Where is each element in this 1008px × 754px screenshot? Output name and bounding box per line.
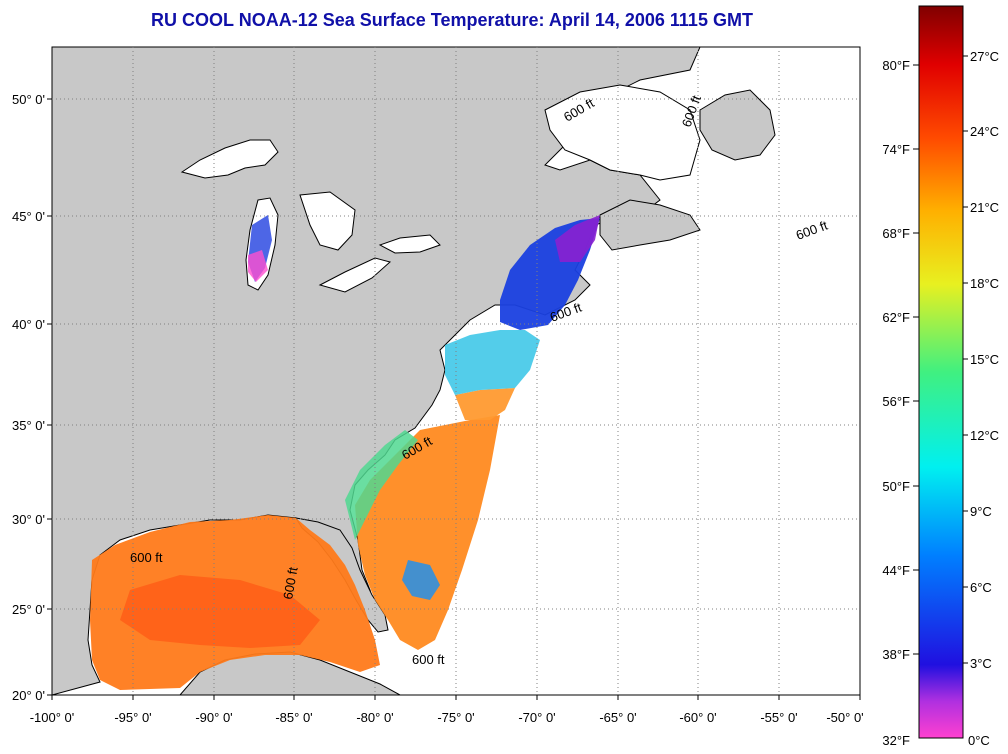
lon-tick-label: -90° 0' — [195, 710, 232, 725]
colorbar-c-label: 6°C — [970, 580, 992, 595]
lake-superior — [180, 139, 279, 179]
lake-ontario — [378, 234, 441, 254]
sst-midatlantic — [455, 388, 515, 420]
sst-shelf-green — [345, 430, 418, 540]
lon-tick-label: -65° 0' — [599, 710, 636, 725]
colorbar-f-label: 62°F — [882, 310, 910, 325]
colorbar-c-label: 18°C — [970, 276, 999, 291]
colorbar-f-label: 80°F — [882, 58, 910, 73]
contour-label: 600 ft — [130, 550, 163, 565]
colorbar-c-label: 27°C — [970, 49, 999, 64]
lon-tick-label: -95° 0' — [114, 710, 151, 725]
lon-tick-label: -100° 0' — [30, 710, 75, 725]
colorbar-f-label: 44°F — [882, 563, 910, 578]
lat-tick-label: 35° 0' — [12, 418, 45, 433]
colorbar-f-label: 68°F — [882, 226, 910, 241]
lat-tick-label: 40° 0' — [12, 317, 45, 332]
colorbar-c-label: 15°C — [970, 352, 999, 367]
colorbar-c-label: 12°C — [970, 428, 999, 443]
colorbar-f-label: 50°F — [882, 479, 910, 494]
colorbar-f-label: 38°F — [882, 647, 910, 662]
lat-tick-label: 20° 0' — [12, 688, 45, 703]
colorbar-f-label: 74°F — [882, 142, 910, 157]
map-title: RU COOL NOAA-12 Sea Surface Temperature:… — [151, 10, 753, 30]
colorbar-c-label: 3°C — [970, 656, 992, 671]
lake-erie — [318, 257, 392, 293]
lon-tick-label: -50° 0' — [826, 710, 863, 725]
colorbar-c-label: 21°C — [970, 200, 999, 215]
lake-huron — [299, 191, 356, 251]
colorbar-c-label: 0°C — [968, 733, 990, 748]
sst-gulf-warm-core — [120, 575, 320, 648]
colorbar-celsius-ticks — [963, 55, 968, 664]
contour-label: 600 ft — [412, 652, 445, 667]
land-nova-scotia — [599, 199, 701, 251]
lat-tick-label: 30° 0' — [12, 512, 45, 527]
land-newfoundland — [699, 89, 776, 161]
lon-tick-label: -55° 0' — [760, 710, 797, 725]
sst-lake-michigan-magenta — [248, 250, 268, 282]
sst-atlantic-cool-patch — [402, 560, 440, 600]
lat-tick-label: 50° 0' — [12, 92, 45, 107]
contour-label: 600 ft — [280, 566, 300, 601]
colorbar-f-label: 32°F — [882, 733, 910, 748]
sst-midatlantic-cool — [445, 330, 540, 395]
lon-tick-label: -70° 0' — [518, 710, 555, 725]
colorbar-c-label: 9°C — [970, 504, 992, 519]
sst-bay-of-fundy — [555, 215, 600, 262]
lon-tick-label: -60° 0' — [679, 710, 716, 725]
lon-tick-label: -80° 0' — [356, 710, 393, 725]
lon-tick-label: -75° 0' — [437, 710, 474, 725]
gulf-of-st-lawrence — [544, 84, 701, 181]
colorbar-c-label: 24°C — [970, 124, 999, 139]
lat-tick-label: 25° 0' — [12, 602, 45, 617]
axis-ticks — [47, 98, 861, 700]
colorbar-fahrenheit-ticks — [913, 64, 919, 655]
lon-tick-label: -85° 0' — [275, 710, 312, 725]
graticule — [52, 47, 860, 695]
lat-tick-label: 45° 0' — [12, 209, 45, 224]
colorbar-f-label: 56°F — [882, 394, 910, 409]
colorbar — [918, 5, 964, 739]
